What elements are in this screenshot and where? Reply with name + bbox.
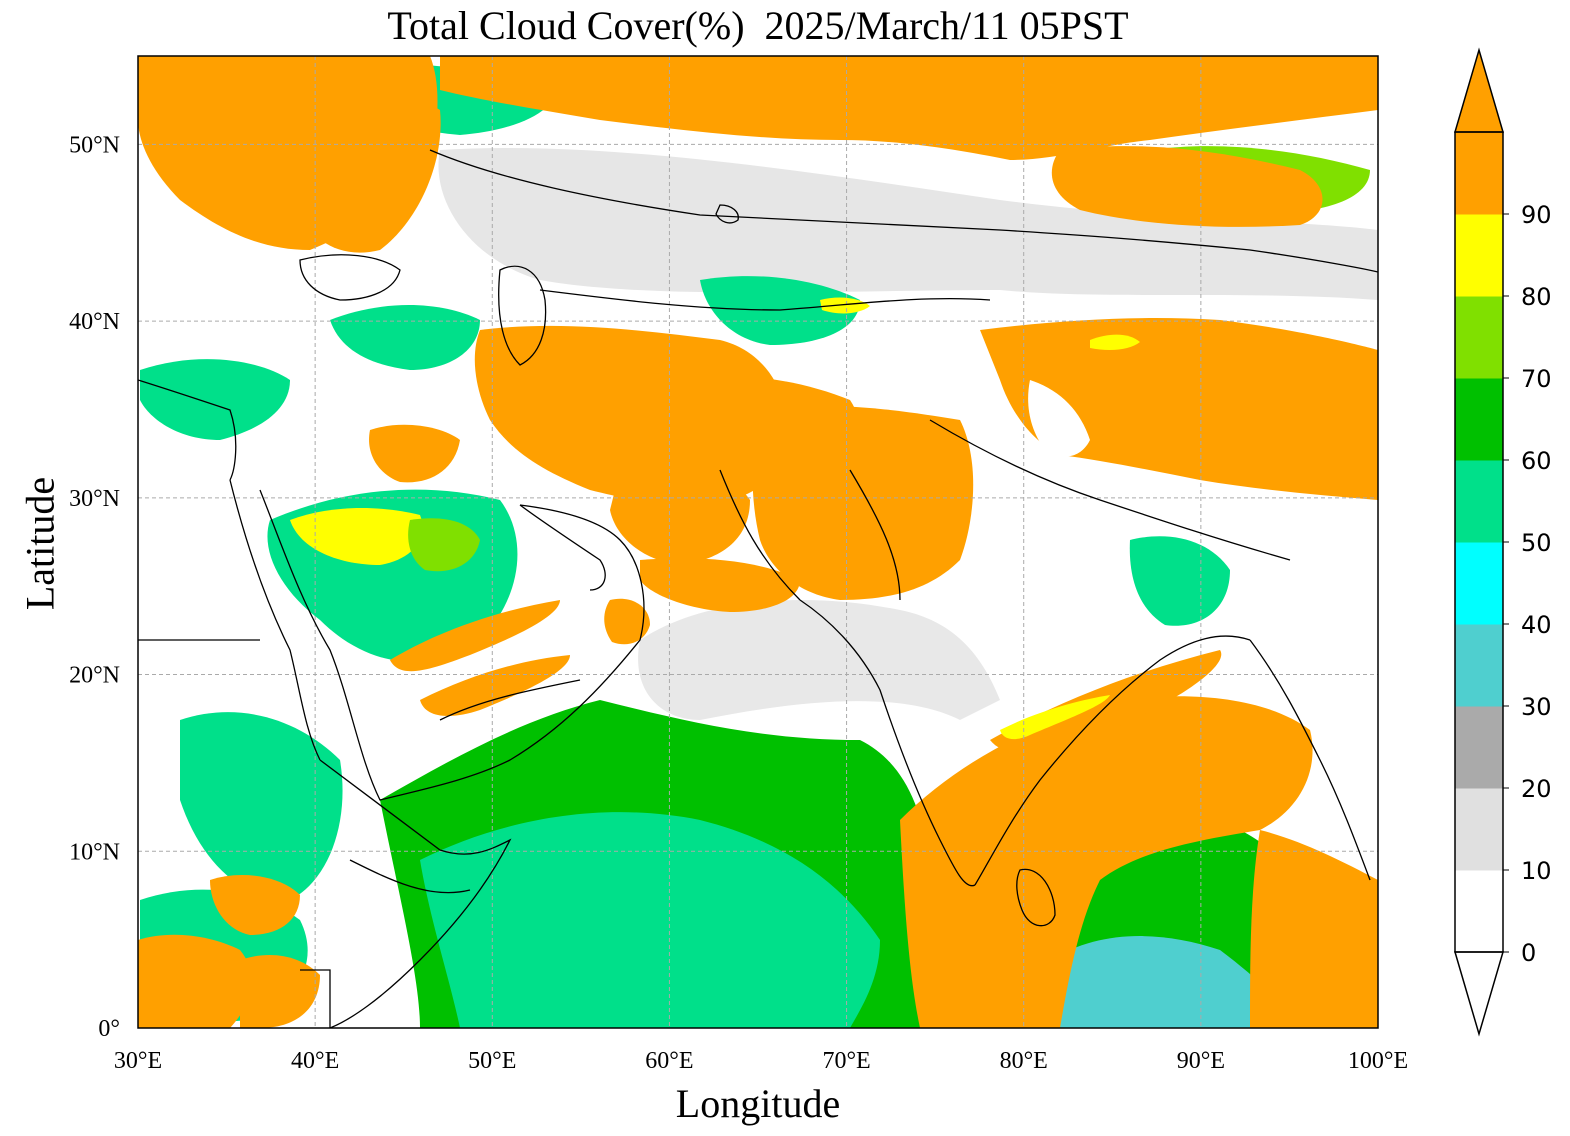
x-tick-label: 90°E: [1177, 1048, 1225, 1074]
cloud-patch-arabia-streak-1: [390, 600, 560, 672]
cloud-fringe-tibet: [1090, 334, 1140, 350]
y-tick-label: 30°N: [69, 486, 120, 512]
border-kenya: [300, 969, 331, 1028]
coastline-india-west: [799, 599, 976, 887]
coastline-mediterranean: [138, 379, 237, 481]
y-tick-label: 0°: [98, 1016, 120, 1042]
border-yemen-oman: [439, 679, 581, 721]
border-pakistan-india: [849, 469, 901, 601]
cloud-patch-arabia-lime: [408, 518, 480, 572]
cloud-patch-bay-bengal-overcast: [1250, 830, 1378, 1028]
cloud-patch-horn-overcast: [210, 875, 300, 935]
colorbar-tick-label: 0: [1521, 939, 1536, 967]
cloud-patch-siberia-overcast: [440, 56, 1378, 160]
cloud-patch-gulf-south-overcast: [640, 558, 800, 612]
colorbar-extend-min: [1453, 951, 1505, 1037]
coastline-arabian-peninsula: [259, 489, 645, 801]
cloud-patch-haze-south: [638, 600, 1000, 720]
colorbar-segment: [1455, 542, 1503, 625]
colorbar-tick-label: 90: [1521, 201, 1552, 229]
border-ethiopia-somalia: [349, 859, 471, 894]
colorbar-tick-label: 70: [1521, 365, 1552, 393]
colorbar-tick-label: 50: [1521, 529, 1552, 557]
colorbar-tick-label: 30: [1521, 693, 1552, 721]
cloud-patch-arabia-streak-2: [420, 655, 570, 716]
cloud-patch-tibet-inner-white: [1028, 380, 1090, 457]
cloud-patch-oman-overcast: [604, 598, 650, 645]
colorbar-tick-label: 80: [1521, 283, 1552, 311]
cloud-patch-arabian-sea-cyan: [420, 812, 880, 1028]
map-frame: [137, 55, 1379, 1029]
colorbar-segment: [1455, 378, 1503, 461]
colorbar-tick-label: 20: [1521, 775, 1552, 803]
border-kazakhstan-south: [539, 289, 991, 311]
x-tick-label: 80°E: [1000, 1048, 1048, 1074]
coastline-myanmar: [1249, 639, 1371, 881]
cloud-patch-arabia-yellow: [290, 508, 423, 565]
colorbar-tick-label: 10: [1521, 857, 1552, 885]
colorbar-segment: [1455, 870, 1503, 953]
coastline-persian-gulf: [519, 504, 606, 591]
cloud-patch-somalia-overcast: [240, 955, 320, 1028]
y-tick-label: 10°N: [69, 839, 120, 865]
coastline-black-sea: [299, 254, 401, 301]
cloud-patch-mongolia-overcast: [1051, 146, 1323, 227]
x-tick-label: 70°E: [822, 1048, 870, 1074]
cloud-patch-india-overcast-east: [900, 696, 1313, 1028]
border-iran-pakistan: [719, 469, 801, 601]
y-tick-labels: 0° 10°N 20°N 30°N 40°N 50°N: [69, 132, 120, 1042]
colorbar-segment: [1455, 296, 1503, 379]
cloud-patch-bay-bengal-cyan: [1048, 936, 1300, 1028]
cloud-patch-siberia-north-overcast: [140, 60, 330, 98]
cloud-field: [138, 56, 1378, 1028]
cloud-patch-tibet-overcast: [980, 318, 1378, 500]
coastline-sri-lanka: [1016, 868, 1056, 927]
x-tick-label: 100°E: [1348, 1048, 1408, 1074]
cloud-patch-haze-north: [438, 148, 1378, 300]
colorbar-tick-label: 60: [1521, 447, 1552, 475]
colorbar-tick-label: 40: [1521, 611, 1552, 639]
colorbar-segment: [1455, 706, 1503, 789]
cloud-patch-bangladesh-green: [1129, 536, 1230, 626]
x-axis-label: Longitude: [675, 1081, 841, 1126]
coastline-india-east: [974, 635, 1251, 886]
colorbar-extend-max: [1453, 47, 1505, 133]
cloud-fringe-india: [1000, 695, 1110, 740]
x-tick-label: 50°E: [468, 1048, 516, 1074]
border-himalaya: [929, 419, 1291, 561]
x-tick-label: 40°E: [291, 1048, 339, 1074]
cloud-patch-east-africa-overcast: [138, 934, 253, 1028]
cloud-patch-mideast-green: [140, 359, 290, 440]
x-tick-label: 60°E: [645, 1048, 693, 1074]
coastline-horn-africa: [319, 759, 512, 1028]
coastline-red-sea-west: [229, 479, 321, 761]
x-tick-label: 30°E: [114, 1048, 162, 1074]
coastline-caspian: [498, 265, 547, 366]
y-tick-label: 50°N: [69, 132, 120, 158]
cloud-patch-iraq-overcast: [369, 424, 460, 483]
cloud-patch-horn-green: [180, 712, 343, 900]
colorbar-segment: [1455, 132, 1503, 215]
colorbar: 0 10 20 30 40 50 60 70 80 90: [1453, 47, 1552, 1037]
map-title: Total Cloud Cover(%) 2025/March/11 05PST: [387, 3, 1129, 48]
y-tick-label: 40°N: [69, 309, 120, 335]
colorbar-segment: [1455, 624, 1503, 707]
colorbar-segment: [1455, 460, 1503, 543]
coastlines: [138, 149, 1378, 1028]
y-tick-label: 20°N: [69, 663, 120, 689]
coastline-aral-sea: [715, 204, 739, 224]
cloud-patch-gulf-overcast: [610, 466, 750, 565]
border-russia-kazakhstan: [429, 149, 1378, 273]
x-tick-labels: 30°E 40°E 50°E 60°E 70°E 80°E 90°E 100°E: [114, 1048, 1408, 1074]
colorbar-segment: [1455, 214, 1503, 297]
grid-lines: [138, 56, 1378, 1028]
cloud-fringe-central: [820, 297, 870, 314]
cloud-patch-pakistan-overcast: [752, 405, 974, 600]
colorbar-segment: [1455, 788, 1503, 871]
cloud-patch-west-russia-overcast: [300, 85, 441, 253]
